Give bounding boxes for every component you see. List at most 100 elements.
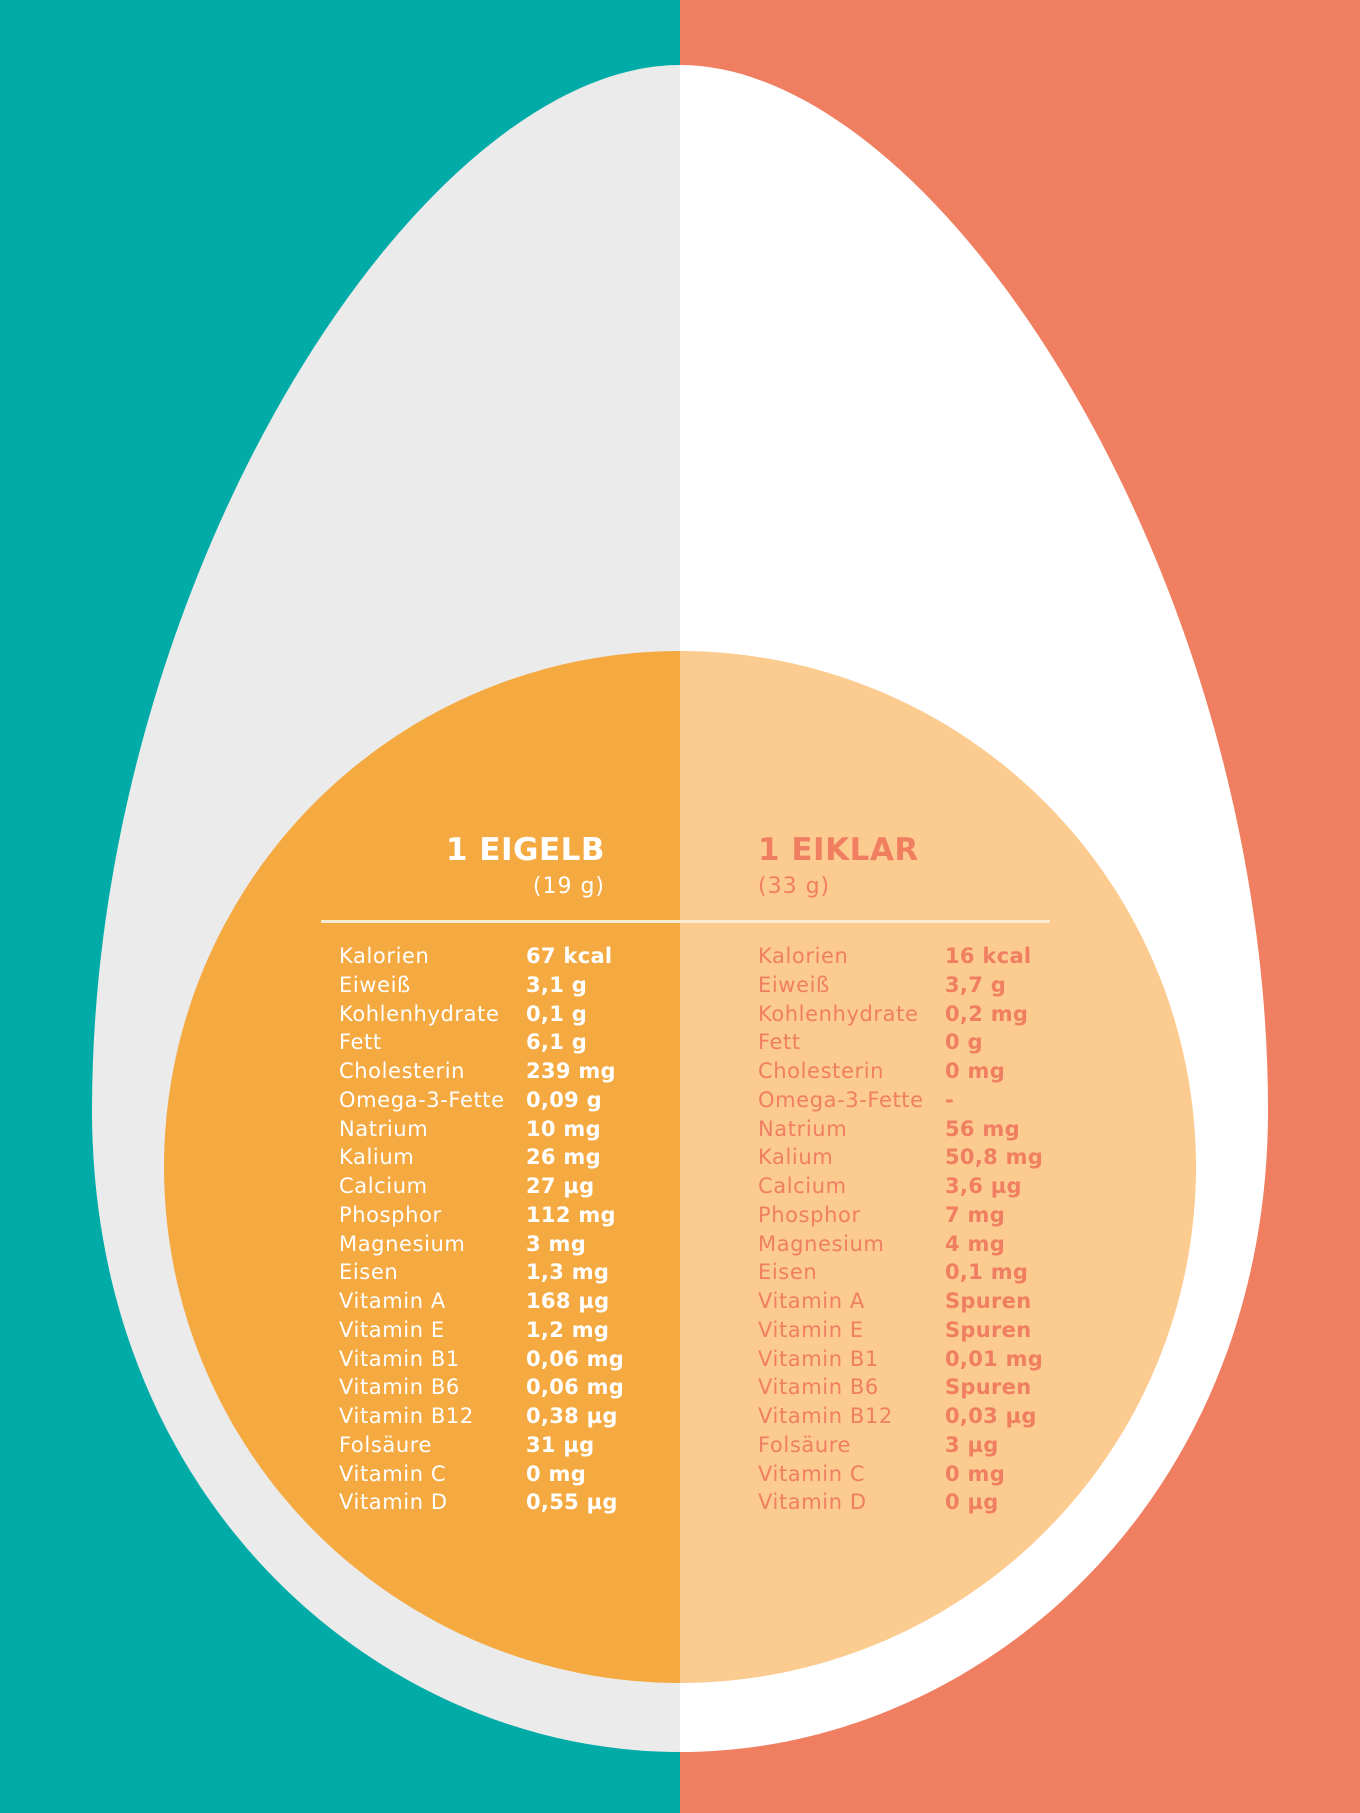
nutrient-value: 6,1 g	[526, 1030, 588, 1055]
nutrient-label: Eisen	[758, 1260, 818, 1285]
nutrient-value: 0,06 mg	[526, 1346, 625, 1371]
nutrient-value: 1,3 mg	[526, 1260, 610, 1285]
nutrient-label: Omega-3-Fette	[339, 1087, 505, 1112]
header-divider	[321, 920, 1050, 923]
nutrient-row: Phosphor 112 mg	[339, 1201, 699, 1230]
nutrient-label: Cholesterin	[758, 1059, 885, 1083]
nutrient-row: Fett 6,1 g	[339, 1028, 699, 1057]
nutrient-label: Fett	[758, 1030, 801, 1055]
nutrient-row: Omega-3-Fette 0,09 g	[339, 1086, 699, 1115]
nutrient-row: Eisen 1,3 mg	[339, 1258, 699, 1287]
nutrient-value: 67 kcal	[526, 944, 613, 968]
nutrient-row: Vitamin C 0 mg	[758, 1460, 1118, 1489]
nutrient-value: -	[945, 1087, 955, 1112]
nutrient-label: Vitamin E	[758, 1317, 864, 1342]
nutrient-value: 0 mg	[526, 1461, 587, 1486]
nutrient-value: 0,09 g	[526, 1087, 602, 1112]
nutrient-row: Kalorien 16 kcal	[758, 942, 1118, 971]
nutrient-label: Natrium	[758, 1116, 848, 1141]
nutrient-label: Vitamin B12	[339, 1404, 474, 1428]
nutrient-label: Kalium	[758, 1145, 834, 1170]
nutrient-label: Phosphor	[758, 1202, 861, 1227]
nutrient-label: Magnesium	[339, 1231, 466, 1256]
egg-white-title: 1 EIKLAR	[758, 832, 919, 868]
nutrient-row: Kalorien 67 kcal	[339, 942, 699, 971]
nutrient-label: Vitamin A	[339, 1289, 446, 1313]
nutrient-value: 0,1 mg	[945, 1260, 1029, 1285]
nutrient-label: Folsäure	[758, 1432, 852, 1457]
nutrient-label: Vitamin C	[758, 1461, 866, 1486]
yolk-right-half	[680, 651, 1196, 1683]
nutrient-row: Fett 0 g	[758, 1028, 1118, 1057]
nutrient-row: Kohlenhydrate 0,2 mg	[758, 1000, 1118, 1029]
nutrient-label: Eisen	[339, 1260, 399, 1285]
nutrient-row: Vitamin B12 0,38 µg	[339, 1402, 699, 1431]
nutrient-label: Kalorien	[758, 944, 849, 968]
nutrient-row: Folsäure 3 µg	[758, 1431, 1118, 1460]
nutrient-label: Eiweiß	[758, 972, 830, 997]
nutrient-row: Vitamin D 0 µg	[758, 1488, 1118, 1517]
nutrient-row: Kalium 50,8 mg	[758, 1143, 1118, 1172]
nutrient-label: Vitamin B6	[339, 1375, 460, 1400]
nutrient-row: Magnesium 4 mg	[758, 1230, 1118, 1259]
nutrient-value: Spuren	[945, 1375, 1032, 1400]
nutrient-label: Kohlenhydrate	[339, 1001, 500, 1026]
nutrient-label: Kalium	[339, 1145, 415, 1170]
nutrient-label: Vitamin B1	[758, 1346, 879, 1371]
nutrient-label: Calcium	[758, 1174, 847, 1198]
nutrient-label: Vitamin D	[758, 1490, 867, 1515]
nutrient-row: Vitamin B6 0,06 mg	[339, 1373, 699, 1402]
nutrient-label: Phosphor	[339, 1202, 442, 1227]
nutrient-row: Vitamin B1 0,06 mg	[339, 1345, 699, 1374]
nutrient-value: 3,7 g	[945, 972, 1007, 997]
nutrient-value: 0,55 µg	[526, 1490, 618, 1515]
nutrient-value: 0 mg	[945, 1461, 1006, 1486]
nutrient-row: Omega-3-Fette -	[758, 1086, 1118, 1115]
nutrient-row: Cholesterin 239 mg	[339, 1057, 699, 1086]
nutrient-value: 27 µg	[526, 1174, 595, 1198]
nutrient-row: Vitamin A 168 µg	[339, 1287, 699, 1316]
nutrient-value: Spuren	[945, 1289, 1032, 1313]
yolk-nutrient-table: Kalorien 67 kcal Eiweiß 3,1 g Kohlenhydrate 0…	[339, 942, 699, 1517]
egg-white-nutrient-table: Kalorien 16 kcal Eiweiß 3,7 g Kohlenhydrate 0…	[758, 942, 1118, 1517]
nutrient-value: 3 mg	[526, 1231, 587, 1256]
nutrient-value: 56 mg	[945, 1116, 1020, 1141]
nutrient-row: Vitamin B6 Spuren	[758, 1373, 1118, 1402]
nutrient-label: Fett	[339, 1030, 382, 1055]
nutrient-value: 0 µg	[945, 1490, 999, 1515]
nutrient-row: Calcium 3,6 µg	[758, 1172, 1118, 1201]
nutrient-label: Vitamin B12	[758, 1404, 893, 1428]
nutrient-row: Kalium 26 mg	[339, 1143, 699, 1172]
nutrient-row: Vitamin B12 0,03 µg	[758, 1402, 1118, 1431]
nutrient-value: 112 mg	[526, 1202, 616, 1227]
nutrient-label: Kohlenhydrate	[758, 1001, 919, 1026]
nutrient-value: 0,2 mg	[945, 1001, 1029, 1026]
nutrient-value: 10 mg	[526, 1116, 601, 1141]
yolk-title: 1 EIGELB	[445, 832, 605, 868]
nutrient-value: 0,1 g	[526, 1001, 588, 1026]
nutrient-label: Calcium	[339, 1174, 428, 1198]
nutrient-value: 3 µg	[945, 1432, 999, 1457]
nutrient-value: 0,06 mg	[526, 1375, 625, 1400]
nutrient-row: Eiweiß 3,1 g	[339, 971, 699, 1000]
nutrient-row: Phosphor 7 mg	[758, 1201, 1118, 1230]
nutrient-row: Natrium 56 mg	[758, 1115, 1118, 1144]
nutrient-value: Spuren	[945, 1317, 1032, 1342]
nutrient-label: Vitamin E	[339, 1317, 445, 1342]
nutrient-row: Natrium 10 mg	[339, 1115, 699, 1144]
nutrient-value: 168 µg	[526, 1289, 610, 1313]
nutrient-value: 0,01 mg	[945, 1346, 1044, 1371]
nutrient-row: Eisen 0,1 mg	[758, 1258, 1118, 1287]
nutrient-value: 239 mg	[526, 1059, 616, 1083]
nutrient-row: Kohlenhydrate 0,1 g	[339, 1000, 699, 1029]
nutrient-label: Folsäure	[339, 1432, 433, 1457]
nutrient-label: Vitamin B6	[758, 1375, 879, 1400]
nutrient-value: 16 kcal	[945, 944, 1032, 968]
nutrient-row: Folsäure 31 µg	[339, 1431, 699, 1460]
nutrient-row: Vitamin E 1,2 mg	[339, 1316, 699, 1345]
nutrient-label: Natrium	[339, 1116, 429, 1141]
nutrient-value: 0,03 µg	[945, 1404, 1037, 1428]
yolk-weight: (19 g)	[532, 874, 605, 899]
nutrient-label: Vitamin D	[339, 1490, 448, 1515]
